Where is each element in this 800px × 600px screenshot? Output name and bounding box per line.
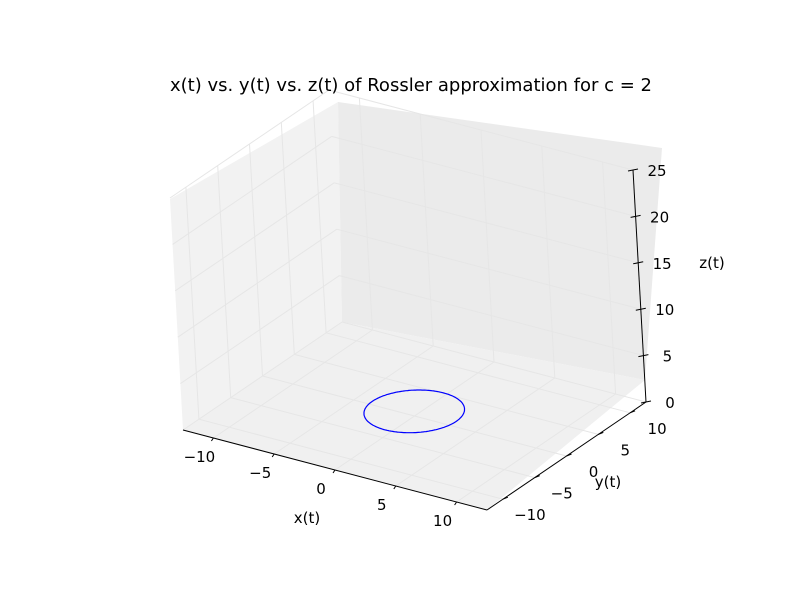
z-axis-line	[632, 169, 647, 403]
grid-line-z-left	[180, 275, 340, 385]
grid-line-z-left	[174, 182, 335, 292]
y-axis-label: y(t)	[595, 473, 621, 491]
grid-line-x-back	[480, 129, 495, 363]
y-tick-label: −5	[551, 485, 573, 503]
y-tick	[629, 410, 636, 414]
y-tick	[534, 475, 540, 479]
grid-line-z-left	[182, 321, 343, 431]
grid-line-x-back	[602, 161, 617, 395]
y-tick-label: 0	[589, 463, 599, 481]
x-tick	[210, 437, 214, 442]
tick-marks	[210, 168, 652, 506]
grid-lines	[169, 89, 647, 503]
z-tick-label: 20	[650, 208, 669, 226]
z-tick	[635, 307, 646, 311]
z-tick-label: 15	[653, 255, 672, 273]
x-tick-label: −10	[184, 448, 216, 466]
axis-panes	[170, 102, 662, 510]
grid-line-z-left	[172, 135, 332, 245]
z-tick-label: 10	[655, 301, 674, 319]
x-tick-label: 10	[433, 512, 452, 530]
grid-line-y-left	[312, 100, 327, 333]
grid-line-y-left	[280, 122, 295, 355]
y-tick	[502, 496, 509, 500]
y-tick-label: −10	[514, 506, 546, 524]
z-tick-label: 0	[665, 394, 675, 412]
x-tick-label: 0	[316, 480, 326, 498]
grid-line-z-left	[169, 89, 330, 199]
series-line	[363, 389, 466, 434]
grid-line-z-back	[334, 182, 639, 264]
z-tick-label: 25	[647, 162, 666, 180]
chart-title: x(t) vs. y(t) vs. z(t) of Rossler approx…	[170, 75, 652, 96]
x-tick	[393, 485, 397, 490]
grid-line-y-floor	[198, 418, 504, 500]
grid-line-z-back	[341, 321, 647, 403]
grid-line-y-floor	[230, 397, 535, 479]
grid-line-y-floor	[325, 332, 631, 414]
grid-line-x-back	[358, 97, 373, 331]
z-axis-label: z(t)	[699, 254, 724, 272]
grid-line-y-left	[217, 165, 232, 398]
grid-line-x-back	[419, 113, 434, 347]
z-tick	[633, 261, 644, 265]
y-tick-label: 5	[621, 441, 631, 459]
grid-line-x-back	[541, 145, 556, 379]
x-tick-label: −5	[249, 464, 271, 482]
grid-line-y-left	[249, 143, 263, 377]
z-tick	[640, 400, 652, 404]
grid-line-z-back	[339, 275, 644, 357]
z-tick	[627, 168, 639, 172]
z-tick-label: 5	[663, 348, 673, 366]
grid-line-z-left	[177, 228, 338, 338]
grid-line-z-back	[336, 228, 641, 310]
x-axis-label: x(t)	[294, 509, 320, 527]
grid-line-z-back	[331, 135, 636, 217]
grid-line-z-back	[328, 89, 634, 171]
z-tick	[638, 354, 649, 358]
y-tick	[598, 431, 604, 435]
x-tick	[271, 453, 275, 458]
pane-back	[338, 102, 662, 380]
tick-labels: −10 −5 0 5 10 −10 −5 0 5 10 0 5 10 15 20 25	[184, 162, 675, 530]
grid-line-y-left	[185, 187, 200, 420]
grid-line-y-floor	[294, 353, 599, 435]
y-tick	[566, 453, 572, 457]
z-tick	[630, 214, 641, 218]
x-tick	[332, 469, 336, 474]
x-tick-label: 5	[377, 496, 387, 514]
grid-line-y-floor	[262, 375, 567, 457]
x-tick	[454, 501, 458, 506]
y-tick-label: 10	[648, 420, 667, 438]
